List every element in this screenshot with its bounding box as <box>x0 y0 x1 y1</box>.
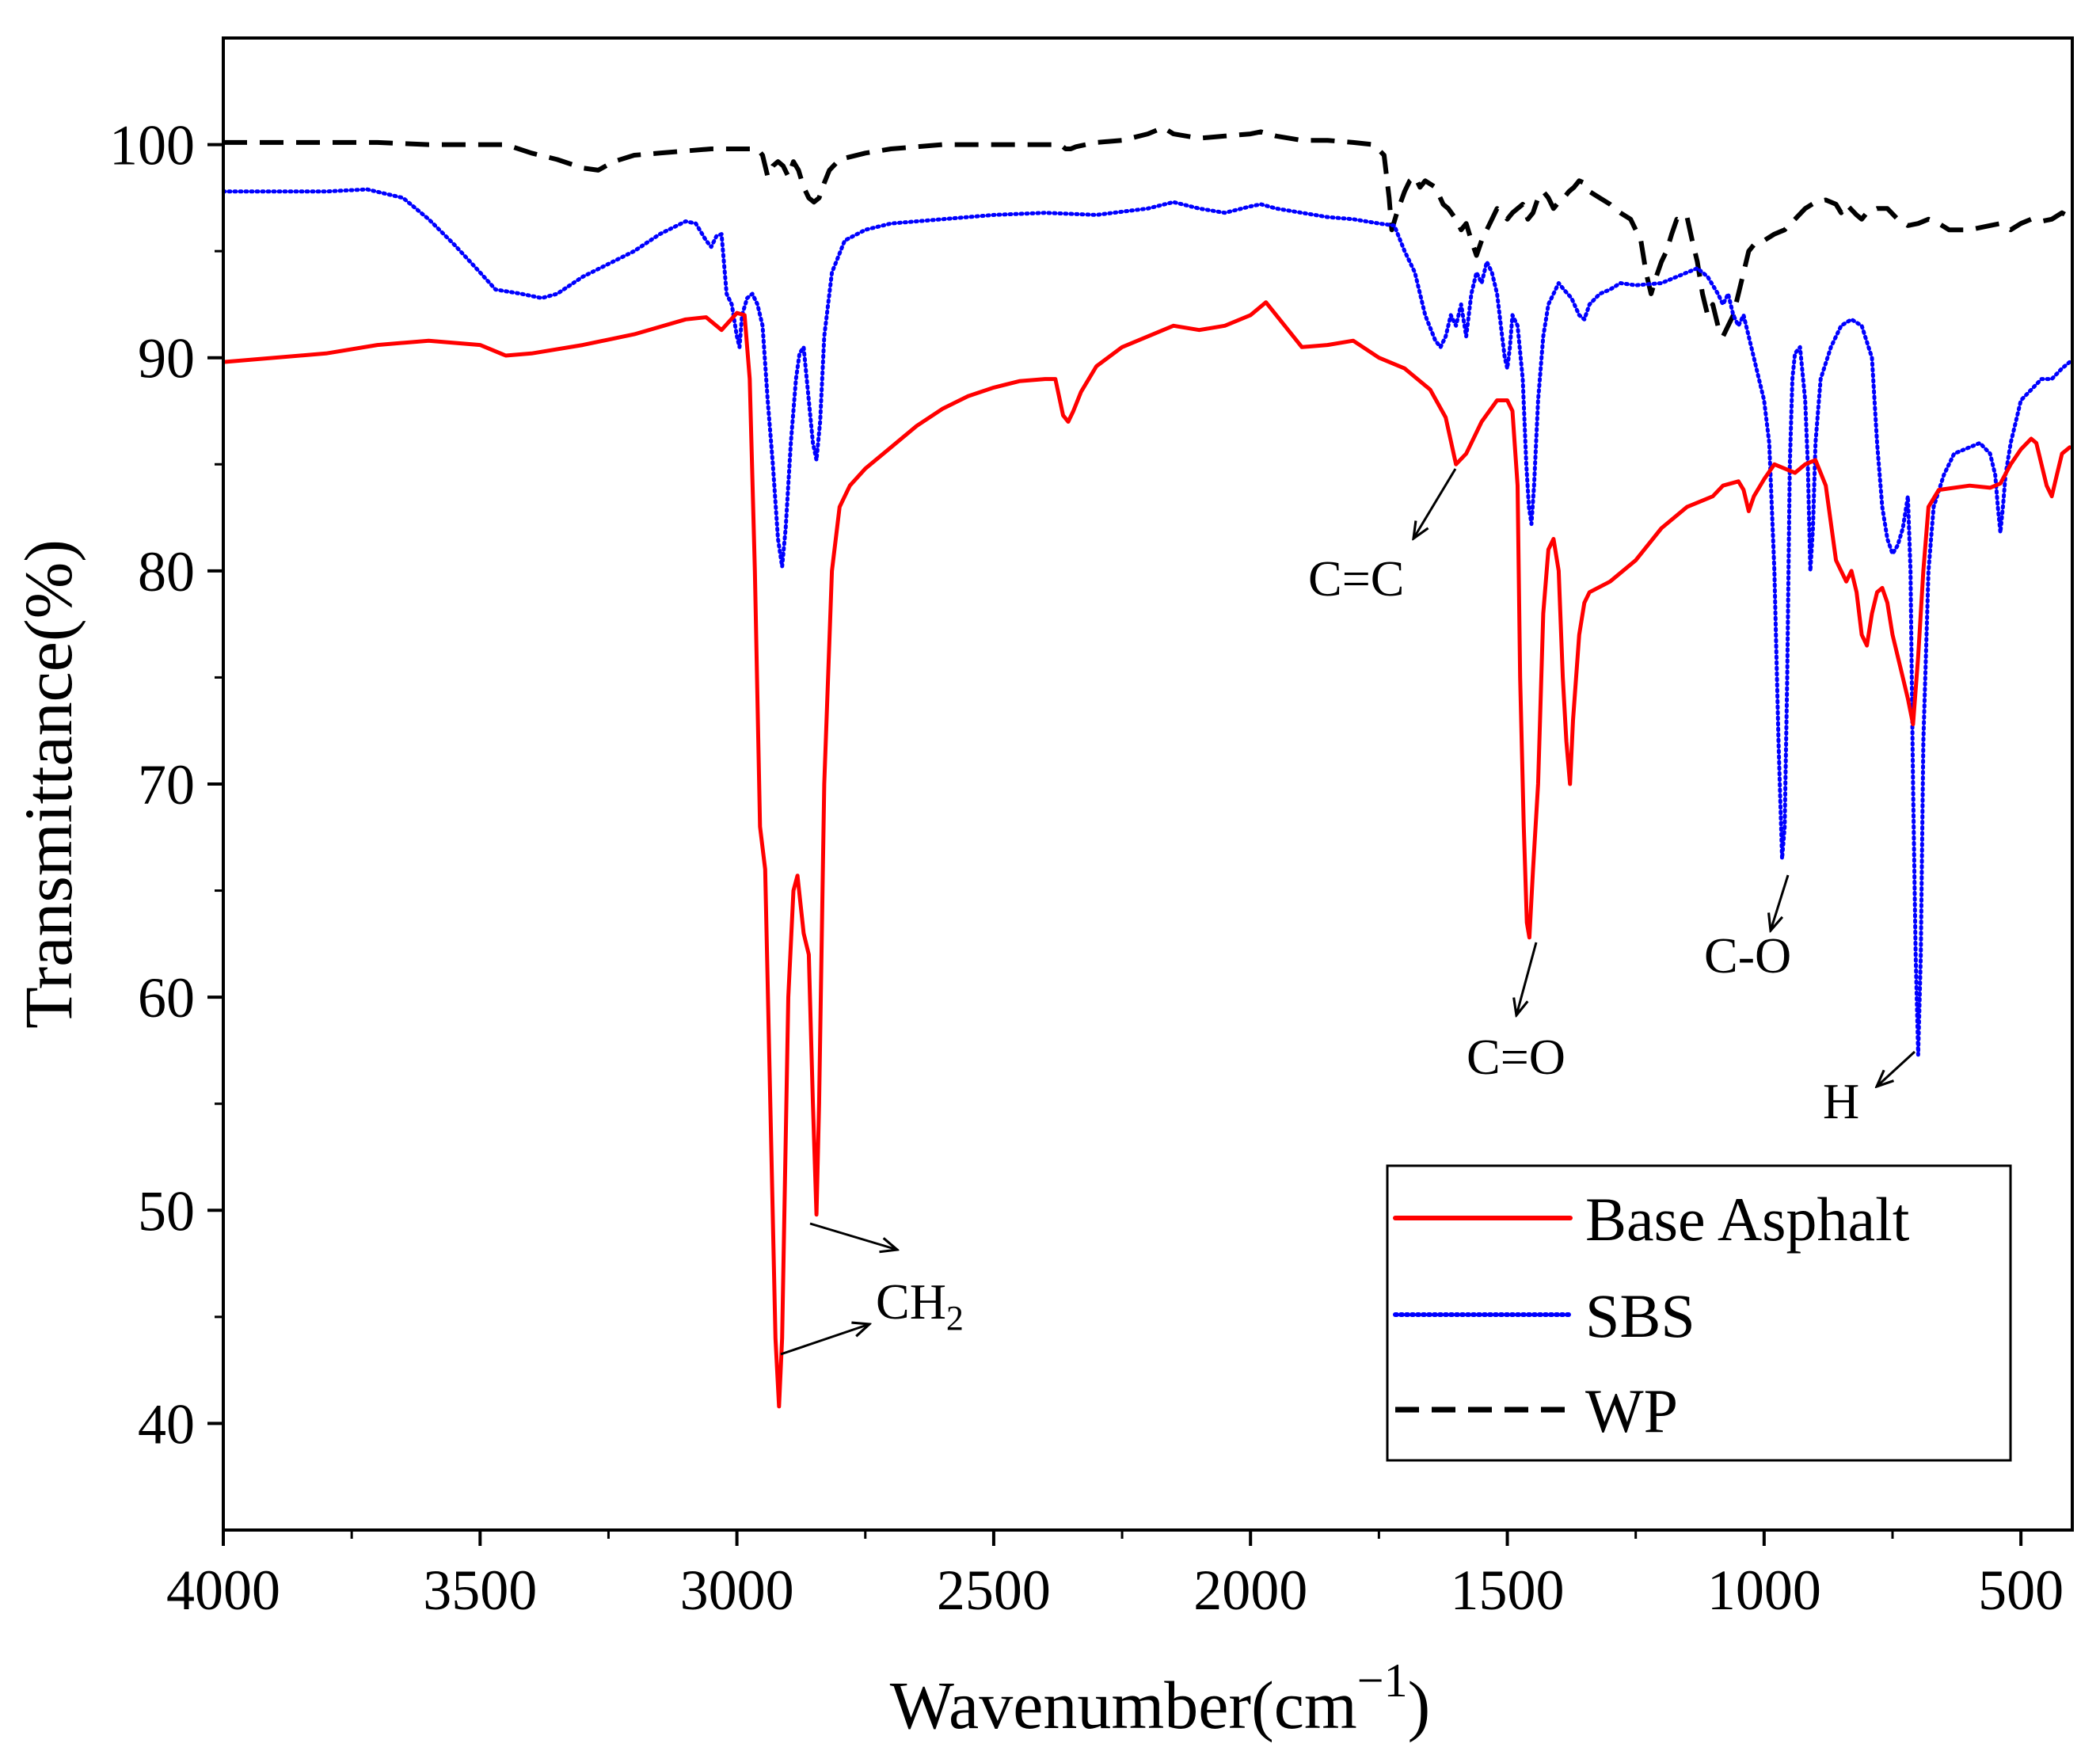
series-line-sbs <box>223 187 2072 1057</box>
annotation-co-double: C=O <box>1467 942 1565 1085</box>
annotation-co-double-arrow <box>1516 942 1538 1015</box>
legend: Base Asphalt SBS WP <box>1386 1164 2012 1462</box>
x-tick-label: 2000 <box>1193 1559 1307 1622</box>
y-tick-label: 60 <box>138 966 195 1030</box>
legend-label-sbs: SBS <box>1585 1281 1695 1350</box>
y-tick-label: 40 <box>138 1392 195 1456</box>
x-tick-label: 1500 <box>1451 1559 1565 1622</box>
x-tick-label: 1000 <box>1707 1559 1821 1622</box>
legend-label-base-asphalt: Base Asphalt <box>1585 1185 1910 1254</box>
tick-layer: 4000 3500 3000 2500 2000 1500 1000 500 40 50 60 70 8… <box>109 114 2064 1622</box>
annotation-ch2-arrow-lower <box>780 1324 869 1356</box>
x-axis-title: Wavenumber(cm−1) <box>890 1654 1431 1743</box>
annotation-ch2-subscript: 2 <box>946 1299 964 1338</box>
annotation-h-arrow <box>1877 1050 1916 1087</box>
annotation-co-double-label: C=O <box>1467 1029 1565 1085</box>
y-tick-label: 100 <box>109 114 195 177</box>
annotation-ch2-label: CH2 <box>876 1273 964 1338</box>
annotation-cc-arrow <box>1413 468 1457 539</box>
x-tick-label: 3000 <box>680 1559 794 1622</box>
x-tick-label: 2500 <box>937 1559 1051 1622</box>
annotation-cc: C=C <box>1308 468 1457 607</box>
annotation-ch2-text: CH <box>876 1273 946 1330</box>
series-line-base-asphalt <box>223 300 2072 1409</box>
annotation-cc-label: C=C <box>1308 550 1404 607</box>
legend-label-wp: WP <box>1585 1376 1678 1445</box>
annotation-co-single-label: C-O <box>1704 927 1791 984</box>
x-axis-title-superscript: −1 <box>1357 1654 1408 1707</box>
annotation-ch2-arrow-upper <box>809 1222 897 1250</box>
series-layer <box>223 125 2072 1409</box>
annotation-ch2: CH2 <box>780 1222 964 1356</box>
series-line-wp <box>223 125 2071 339</box>
annotation-h: H <box>1823 1050 1916 1129</box>
x-tick-label: 500 <box>1978 1559 2064 1622</box>
y-tick-label: 90 <box>138 327 195 390</box>
y-axis-title: Transmittance(%) <box>10 539 86 1029</box>
y-tick-label: 80 <box>138 540 195 603</box>
y-tick-label: 50 <box>138 1179 195 1243</box>
annotations: CH2 C=C C=O C-O H <box>780 468 1916 1356</box>
x-tick-label: 4000 <box>166 1559 280 1622</box>
x-tick-label: 3500 <box>423 1559 537 1622</box>
x-axis-title-main: Wavenumber(cm <box>890 1667 1357 1743</box>
x-axis-title-close: ) <box>1408 1667 1431 1743</box>
annotation-co-single-arrow <box>1771 874 1790 931</box>
y-tick-label: 70 <box>138 753 195 816</box>
annotation-h-label: H <box>1823 1073 1859 1129</box>
annotation-co-single: C-O <box>1704 874 1791 984</box>
